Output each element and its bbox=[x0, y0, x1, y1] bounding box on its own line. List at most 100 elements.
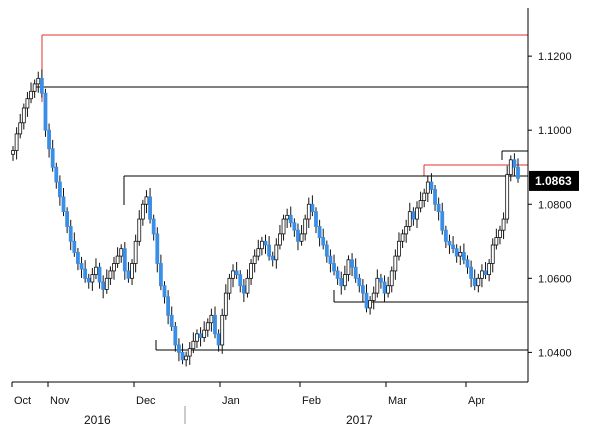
candle-body bbox=[292, 222, 297, 231]
candle-body bbox=[440, 211, 445, 231]
candle-body bbox=[101, 281, 106, 290]
candle-body bbox=[314, 211, 318, 227]
candle-body bbox=[469, 266, 474, 279]
candle-body bbox=[140, 203, 145, 220]
candle-body bbox=[43, 92, 48, 131]
x-axis-labels: Oct Nov Dec Jan Feb Mar Apr 2016 2017 bbox=[11, 382, 485, 427]
candle-body bbox=[79, 263, 84, 270]
candle-body bbox=[180, 351, 185, 361]
candle-body bbox=[494, 237, 499, 246]
candle-body bbox=[133, 240, 138, 264]
candle-body bbox=[461, 251, 466, 261]
candle-body bbox=[332, 263, 336, 272]
year-label: 2017 bbox=[346, 413, 373, 427]
candle-body bbox=[288, 214, 293, 224]
candle-body bbox=[498, 229, 502, 238]
candle-body bbox=[465, 259, 470, 268]
candle-body bbox=[241, 285, 246, 294]
year-label: 2016 bbox=[84, 413, 111, 427]
candle-body bbox=[306, 203, 311, 220]
candle-body bbox=[144, 196, 149, 205]
candle-body bbox=[407, 211, 412, 227]
candle-body bbox=[317, 226, 322, 238]
candle-body bbox=[104, 277, 109, 290]
x-tick-label: Jan bbox=[222, 395, 240, 407]
candle-body bbox=[14, 133, 19, 151]
candle-body bbox=[61, 196, 66, 213]
candle-body bbox=[508, 159, 513, 176]
candle-body bbox=[346, 259, 351, 276]
candle-body bbox=[270, 255, 275, 261]
candle-body bbox=[126, 270, 131, 279]
candle-body bbox=[447, 240, 452, 246]
candle-body bbox=[472, 277, 477, 287]
candle-body bbox=[25, 98, 30, 109]
candle-body bbox=[205, 322, 210, 331]
candle-body bbox=[162, 285, 167, 298]
candle-body bbox=[198, 333, 203, 338]
candle-series bbox=[11, 69, 520, 367]
candle-body bbox=[191, 340, 196, 350]
candle-body bbox=[375, 277, 380, 294]
candle-body bbox=[415, 207, 419, 220]
candle-body bbox=[339, 277, 344, 287]
y-tick-label: 1.1200 bbox=[538, 51, 572, 63]
candle-body bbox=[21, 107, 26, 124]
candle-body bbox=[83, 268, 88, 279]
y-tick-label: 1.0600 bbox=[538, 273, 572, 285]
candle-body bbox=[451, 244, 455, 250]
candle-body bbox=[216, 333, 221, 346]
candle-body bbox=[245, 277, 250, 294]
candle-body bbox=[130, 263, 134, 279]
candle-body bbox=[353, 266, 358, 279]
candle-body bbox=[512, 159, 517, 168]
last-price-box bbox=[529, 170, 579, 191]
candle-body bbox=[303, 218, 308, 235]
candle-body bbox=[68, 226, 73, 242]
candle-body bbox=[476, 277, 481, 287]
candle-body bbox=[397, 240, 401, 257]
candle-body bbox=[278, 233, 282, 246]
candle-body bbox=[310, 203, 315, 213]
candle-body bbox=[238, 274, 243, 287]
candle-body bbox=[259, 240, 264, 250]
candle-body bbox=[490, 244, 495, 264]
candle-body bbox=[57, 181, 62, 198]
candle-body bbox=[148, 196, 152, 220]
candle-body bbox=[400, 233, 405, 242]
candle-body bbox=[47, 129, 51, 150]
candle-body bbox=[72, 240, 77, 253]
candle-body bbox=[158, 263, 163, 287]
candle-body bbox=[350, 259, 354, 268]
candle-body bbox=[94, 266, 98, 276]
candle-body bbox=[267, 244, 272, 257]
candle-body bbox=[177, 344, 181, 353]
candle-body bbox=[11, 150, 15, 155]
candle-body bbox=[360, 285, 365, 294]
candle-body bbox=[18, 122, 23, 135]
candle-body bbox=[342, 274, 347, 287]
candle-body bbox=[223, 292, 228, 316]
candle-body bbox=[220, 314, 225, 346]
candle-body bbox=[169, 314, 174, 327]
candle-body bbox=[108, 270, 113, 279]
y-tick-label: 1.0800 bbox=[538, 199, 572, 211]
candle-body bbox=[29, 90, 33, 100]
candle-body bbox=[501, 218, 506, 231]
candle-body bbox=[263, 240, 268, 246]
candle-body bbox=[137, 218, 142, 242]
candle-body bbox=[187, 348, 192, 357]
x-tick-label: Apr bbox=[468, 395, 485, 407]
candle-body bbox=[151, 218, 156, 235]
candle-body bbox=[234, 270, 239, 276]
x-tick-label: Nov bbox=[50, 395, 70, 407]
x-tick-label: Feb bbox=[302, 395, 321, 407]
candle-body bbox=[299, 233, 304, 242]
candle-body bbox=[480, 270, 484, 279]
candle-body bbox=[483, 270, 488, 276]
candle-body bbox=[382, 281, 387, 294]
candle-body bbox=[65, 211, 70, 227]
last-price-label: 1.0863 bbox=[535, 174, 572, 188]
candle-body bbox=[389, 270, 394, 287]
